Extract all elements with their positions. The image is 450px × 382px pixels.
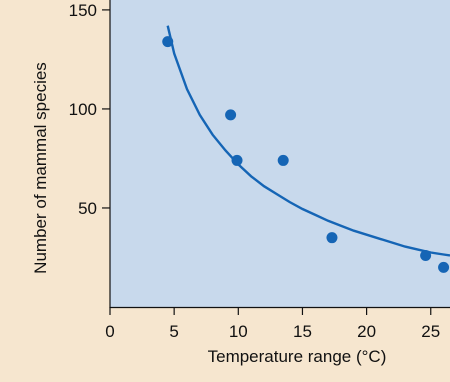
data-point [326, 232, 338, 244]
data-point [225, 109, 237, 121]
data-points-layer [162, 36, 450, 273]
fit-curve-layer [166, 25, 450, 257]
x-axis-ticks: 0 5 10 15 20 25 [105, 307, 440, 341]
data-point [277, 154, 289, 166]
x-tick-label: 5 [169, 322, 178, 341]
data-point [162, 36, 174, 48]
y-tick-label: 100 [69, 100, 97, 119]
x-tick-label: 15 [293, 322, 312, 341]
x-axis-title: Temperature range (°C) [208, 347, 387, 366]
x-tick-label: 10 [229, 322, 248, 341]
plot-area [110, 0, 450, 307]
x-tick-label: 20 [357, 322, 376, 341]
y-axis-title: Number of mammal species [31, 62, 50, 274]
data-point [420, 250, 432, 262]
data-point [231, 154, 243, 166]
fit-curve-line [166, 25, 450, 257]
y-tick-label: 150 [69, 1, 97, 20]
data-point [438, 261, 450, 273]
x-tick-label: 25 [421, 322, 440, 341]
y-tick-label: 50 [78, 199, 97, 218]
y-axis-ticks: 50 100 150 [69, 1, 110, 218]
x-tick-label: 0 [105, 322, 114, 341]
